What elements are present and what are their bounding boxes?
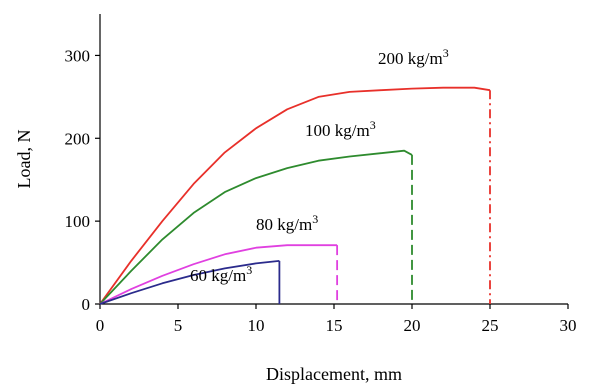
series-label-0: 200 kg/m3 <box>378 46 449 68</box>
y-tick-label: 100 <box>65 212 91 231</box>
series-label-text: 200 kg/m <box>378 49 443 68</box>
series-label-superscript: 3 <box>246 263 252 277</box>
x-tick-label: 20 <box>404 316 421 335</box>
series-label-text: 60 kg/m <box>190 266 246 285</box>
x-tick-label: 15 <box>326 316 343 335</box>
x-tick-label: 0 <box>96 316 105 335</box>
series-label-superscript: 3 <box>312 212 318 226</box>
series-label-text: 80 kg/m <box>256 215 312 234</box>
x-tick-label: 25 <box>482 316 499 335</box>
series-label-superscript: 3 <box>370 118 376 132</box>
y-axis-title: Load, N <box>14 130 34 189</box>
series-line-0 <box>99 86 491 305</box>
x-axis-title: Displacement, mm <box>266 364 402 384</box>
series-line-1 <box>99 149 413 305</box>
x-tick-label: 30 <box>560 316 577 335</box>
series-line-3 <box>99 260 280 305</box>
x-tick-label: 5 <box>174 316 183 335</box>
series-label-3: 60 kg/m3 <box>190 263 252 285</box>
x-tick-label: 10 <box>248 316 265 335</box>
series-label-text: 100 kg/m <box>305 121 370 140</box>
series-label-2: 80 kg/m3 <box>256 212 318 234</box>
y-tick-label: 0 <box>82 295 91 314</box>
series-label-1: 100 kg/m3 <box>305 118 376 140</box>
series-line-2 <box>99 244 338 305</box>
series-label-superscript: 3 <box>443 46 449 60</box>
series-lines <box>99 86 491 305</box>
y-tick-label: 200 <box>65 129 91 148</box>
y-tick-label: 300 <box>65 46 91 65</box>
